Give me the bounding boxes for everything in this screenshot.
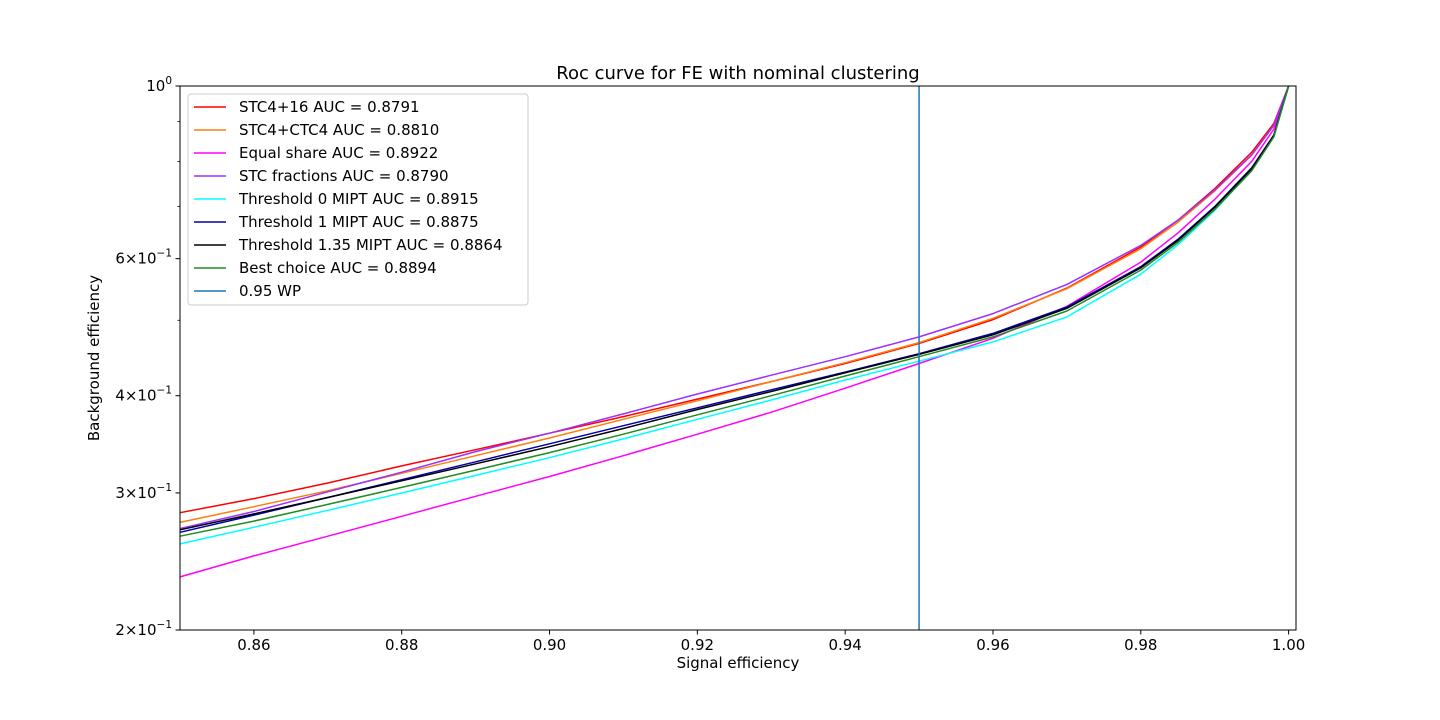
y-tick-label: 3×10−1 bbox=[115, 482, 172, 502]
series-line-1 bbox=[179, 85, 1290, 514]
legend-label-8: Best choice AUC = 0.8894 bbox=[239, 259, 437, 277]
x-tick-label: 0.96 bbox=[976, 636, 1009, 654]
plot-frame bbox=[179, 85, 1297, 631]
legend-label-2: STC4+CTC4 AUC = 0.8810 bbox=[239, 121, 439, 139]
legend-label-7: Threshold 1.35 MIPT AUC = 0.8864 bbox=[238, 236, 503, 254]
x-tick-label: 0.92 bbox=[681, 636, 714, 654]
legend-box bbox=[187, 93, 529, 306]
x-tick-label: 1.00 bbox=[1272, 636, 1305, 654]
series-line-3 bbox=[179, 85, 1290, 578]
legend-label-4: STC fractions AUC = 0.8790 bbox=[239, 167, 449, 185]
legend: STC4+16 AUC = 0.8791 STC4+CTC4 AUC = 0.88… bbox=[187, 93, 529, 306]
legend-label-1: STC4+16 AUC = 0.8791 bbox=[239, 98, 420, 116]
x-tick-label: 0.88 bbox=[385, 636, 418, 654]
plot-area bbox=[179, 85, 1290, 630]
x-axis-label: Signal efficiency bbox=[677, 654, 800, 672]
series-line-8 bbox=[179, 85, 1290, 537]
y-tick-label: 6×10−1 bbox=[115, 248, 172, 268]
y-axis-label: Background efficiency bbox=[85, 275, 103, 441]
legend-label-6: Threshold 1 MIPT AUC = 0.8875 bbox=[238, 213, 479, 231]
legend-label-9: 0.95 WP bbox=[239, 282, 301, 300]
x-tick-label: 0.90 bbox=[533, 636, 566, 654]
y-tick-label: 4×10−1 bbox=[115, 385, 172, 405]
y-tick-label: 2×10−1 bbox=[115, 619, 172, 639]
legend-label-5: Threshold 0 MIPT AUC = 0.8915 bbox=[238, 190, 479, 208]
chart-title: Roc curve for FE with nominal clustering bbox=[556, 63, 919, 84]
legend-label-3: Equal share AUC = 0.8922 bbox=[239, 144, 438, 162]
x-tick-label: 0.94 bbox=[828, 636, 861, 654]
series-line-4 bbox=[179, 85, 1290, 530]
x-tick-label: 0.98 bbox=[1124, 636, 1157, 654]
x-tick-label: 0.86 bbox=[237, 636, 270, 654]
y-tick-label: 100 bbox=[146, 75, 172, 95]
series-line-7 bbox=[179, 85, 1290, 531]
